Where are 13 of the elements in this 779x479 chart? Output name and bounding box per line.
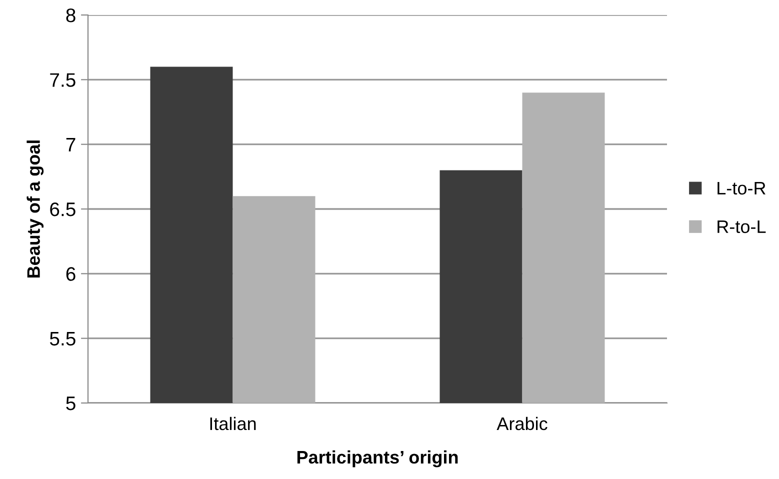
y-tick-label: 8: [66, 8, 76, 22]
x-tick-label: Italian: [210, 416, 256, 430]
y-tick-label: 6: [66, 267, 76, 281]
legend-label: R-to-L: [718, 220, 766, 234]
x-axis-title: Participants’ origin: [297, 450, 458, 468]
x-tick-label: Arabic: [496, 416, 548, 430]
y-tick-label: 7: [66, 138, 76, 152]
legend-label: L-to-R: [718, 182, 766, 195]
y-tick-label: 5: [66, 396, 76, 410]
y-tick-label: 5.5: [50, 332, 76, 346]
y-axis-title: Beauty of a goal: [26, 140, 44, 278]
y-tick-label: 6.5: [50, 202, 76, 216]
y-tick-label: 7.5: [50, 73, 76, 87]
